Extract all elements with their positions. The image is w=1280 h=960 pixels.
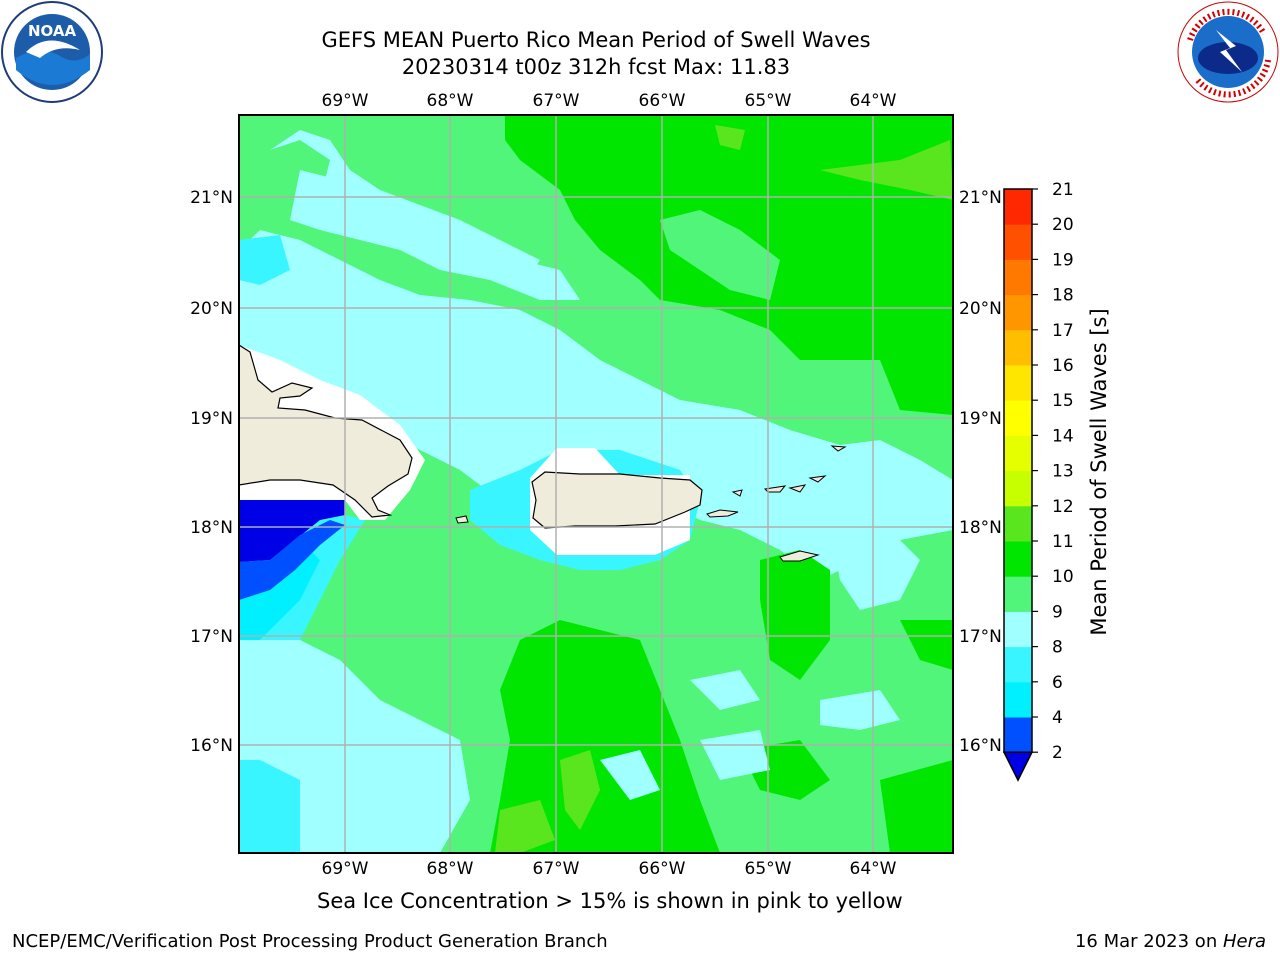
lat-labels-left: 21°N 20°N 19°N 18°N 17°N 16°N [190,188,233,756]
lat-label: 21°N [190,188,233,208]
lon-labels-bottom: 69°W 68°W 67°W 66°W 65°W 64°W [322,859,897,879]
lat-label: 16°N [190,736,233,756]
colorbar-segment [1004,365,1032,401]
colorbar-tick-label: 4 [1052,708,1063,728]
colorbar-segment [1004,576,1032,612]
lat-label: 20°N [190,299,233,319]
colorbar-under-arrow [1002,751,1034,782]
colorbar-tick-label: 11 [1052,532,1074,552]
swell-period-field [239,115,953,853]
sea-ice-note: Sea Ice Concentration > 15% is shown in … [317,889,903,913]
colorbar-segment [1004,470,1032,507]
lon-label: 65°W [745,91,792,111]
colorbar-tick-label: 8 [1052,638,1063,658]
colorbar-tick-label: 20 [1052,215,1074,235]
footer-date-text: 16 Mar 2023 on [1074,931,1223,952]
lat-label: 21°N [959,188,1002,208]
colorbar-segment [1004,435,1032,472]
colorbar-segment [1004,717,1032,753]
colorbar-segment [1004,646,1032,683]
lon-label: 66°W [639,859,686,879]
footer-credit: NCEP/EMC/Verification Post Processing Pr… [12,931,608,952]
lat-label: 17°N [190,627,233,647]
colorbar-segment [1004,505,1032,542]
lat-label: 18°N [190,518,233,538]
lat-label: 16°N [959,736,1002,756]
colorbar-segment [1004,611,1032,648]
colorbar-tick-label: 9 [1052,602,1063,622]
colorbar-tick-label: 15 [1052,391,1074,411]
nws-logo [1177,1,1279,103]
colorbar-tick-label: 2 [1052,743,1063,763]
colorbar-tick-label: 12 [1052,497,1074,517]
colorbar-segment [1004,329,1032,366]
colorbar-tick-label: 10 [1052,567,1074,587]
colorbar-tick-label: 6 [1052,673,1063,693]
lon-label: 69°W [322,91,369,111]
colorbar-segment [1004,541,1032,577]
lat-label: 19°N [959,409,1002,429]
lat-labels-right: 21°N 20°N 19°N 18°N 17°N 16°N [959,188,1002,756]
lon-label: 64°W [850,91,897,111]
map-frame [238,114,954,854]
lat-label: 18°N [959,518,1002,538]
colorbar-segment [1004,294,1032,331]
footer-host: Hera [1222,931,1266,952]
lon-labels-top: 69°W 68°W 67°W 66°W 65°W 64°W [322,91,897,111]
noaa-logo: NOAA [1,1,103,103]
footer-date: 16 Mar 2023 on Hera [1075,931,1266,952]
colorbar-tick-label: 18 [1052,286,1074,306]
colorbar-segment [1004,681,1032,718]
colorbar-tick-label: 17 [1052,321,1074,341]
lat-label: 17°N [959,627,1002,647]
lon-label: 66°W [639,91,686,111]
lon-label: 69°W [322,859,369,879]
colorbar-tick-label: 13 [1052,462,1074,482]
colorbar-tick-label: 16 [1052,356,1074,376]
lat-label: 19°N [190,409,233,429]
colorbar-segment [1004,189,1032,225]
colorbar-segment [1004,224,1032,260]
lon-label: 67°W [533,859,580,879]
colorbar-segment [1004,400,1032,436]
lon-label: 67°W [533,91,580,111]
colorbar-tick-label: 14 [1052,426,1074,446]
colorbar-segment [1004,259,1032,296]
map-title: GEFS MEAN Puerto Rico Mean Period of Swe… [321,28,871,52]
noaa-logo-text: NOAA [28,22,77,40]
forecast-info: 20230314 t00z 312h fcst Max: 11.83 [401,55,791,79]
lon-label: 64°W [850,859,897,879]
graticule [239,115,953,853]
colorbar-tick-label: 21 [1052,180,1074,200]
lat-label: 20°N [959,299,1002,319]
colorbar-tick-label: 19 [1052,250,1074,270]
colorbar-label: Mean Period of Swell Waves [s] [1087,308,1111,635]
colorbar: 2 4 6 8 9 10 11 12 13 14 15 16 17 18 19 20 21 [1002,180,1074,782]
lon-label: 65°W [745,859,792,879]
lon-label: 68°W [427,859,474,879]
lon-label: 68°W [427,91,474,111]
